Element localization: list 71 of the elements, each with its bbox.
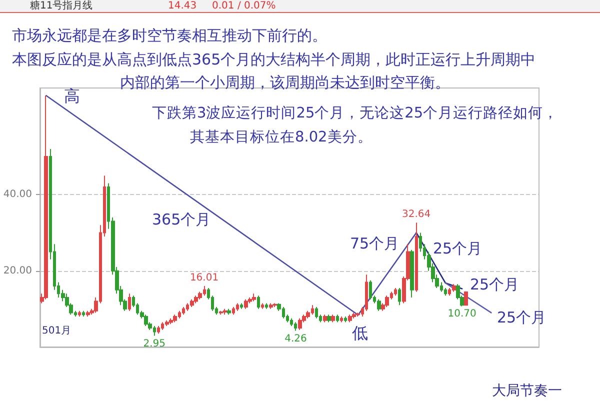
- candlestick: [157, 326, 160, 334]
- annotation: 4.26: [284, 333, 307, 344]
- candlestick: [257, 295, 260, 310]
- annotation: 25个月: [433, 240, 482, 258]
- candlestick: [315, 306, 318, 319]
- candlestick: [182, 306, 185, 316]
- candlestick: [169, 318, 173, 325]
- candlestick: [78, 310, 81, 318]
- text: 大局节奏一: [492, 383, 562, 399]
- candlestick: [269, 302, 273, 310]
- annotation: 32.64: [402, 209, 431, 220]
- candlestick: [44, 95, 48, 300]
- candlestick: [327, 314, 331, 323]
- candlestick: [323, 314, 327, 323]
- candlestick: [194, 295, 198, 304]
- candlestick: [415, 222, 418, 292]
- candlestick: [82, 310, 85, 318]
- candlestick: [173, 314, 177, 323]
- candlestick: [144, 314, 148, 327]
- candlestick: [223, 308, 227, 316]
- candlestick: [240, 302, 243, 310]
- candlestick: [336, 314, 339, 323]
- annotation: 下跌第3波应运行时间25个月，无论这25个月运行路径如何，: [152, 104, 558, 122]
- candlestick: [227, 308, 231, 316]
- text: 市场永远都是在多时空节奏相互推动下前行的。: [12, 26, 327, 44]
- annotation: 501月: [42, 326, 72, 336]
- candlestick: [344, 316, 347, 323]
- candlestick: [265, 302, 268, 310]
- candlestick: [273, 302, 277, 308]
- candlestick: [394, 287, 397, 296]
- candlestick: [452, 284, 456, 292]
- text: 本图反应的是从高点到低点365个月的大结构半个周期，此时正运行上升周期中: [12, 50, 536, 68]
- annotation: 25个月: [497, 308, 546, 326]
- candlestick: [190, 298, 194, 308]
- candlestick: [398, 287, 401, 306]
- annotation: 10.70: [448, 308, 476, 320]
- candlestick: [464, 290, 468, 306]
- candlestick: [261, 302, 264, 310]
- candlestick: [340, 316, 343, 323]
- candlestick: [352, 312, 356, 319]
- candlestick: [410, 249, 414, 298]
- candlestick: [86, 310, 90, 318]
- candlestick: [331, 314, 335, 323]
- annotation: 16.01: [190, 272, 219, 284]
- candlestick: [252, 293, 256, 302]
- annotation: 75个月: [350, 234, 400, 252]
- candlestick: [348, 314, 352, 323]
- candlestick: [219, 310, 223, 316]
- candlestick: [294, 322, 297, 332]
- candlestick: [385, 295, 389, 308]
- candlestick: [165, 320, 169, 327]
- candlestick: [290, 318, 293, 327]
- candlestick: [232, 306, 235, 316]
- text: 0.01 / 0.07%: [212, 0, 276, 12]
- chart-title: 糖11号指月线: [30, 0, 93, 12]
- candlestick: [244, 298, 248, 310]
- candlestick: [298, 318, 302, 330]
- y-tick-label: 20.00: [3, 265, 32, 276]
- text: 14.43: [168, 0, 197, 12]
- candlestick: [377, 298, 381, 312]
- annotation: 25个月: [470, 276, 520, 294]
- annotation: 低: [352, 324, 368, 342]
- candlestick: [128, 293, 131, 312]
- annotation: 其基本目标位在8.02美分。: [190, 128, 372, 146]
- annotation: 高: [64, 86, 80, 106]
- annotation: 2.95: [143, 338, 166, 350]
- annotation: 365个月: [152, 210, 211, 228]
- y-tick-label: 40.00: [3, 189, 32, 200]
- candlestick: [236, 302, 239, 312]
- annotation: 内部的第一个小周期，该周期尚未达到时空平衡。: [120, 74, 450, 92]
- candlestick: [369, 280, 372, 300]
